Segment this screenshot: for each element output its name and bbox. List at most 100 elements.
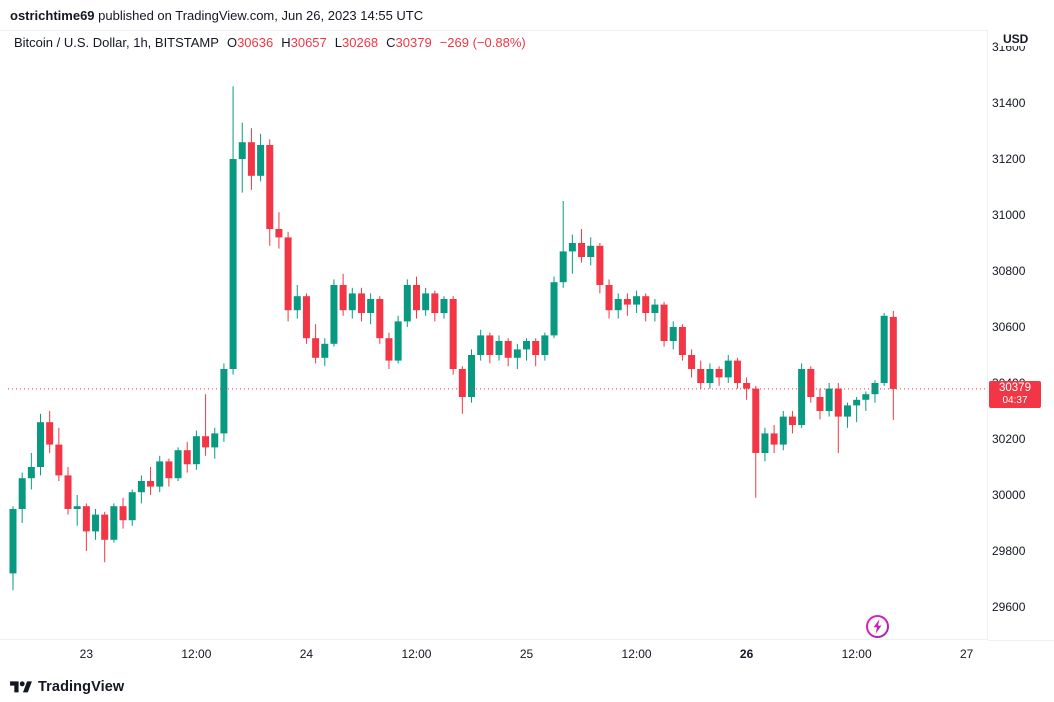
candle[interactable] [807,366,815,403]
candle[interactable] [651,299,659,322]
candle[interactable] [147,467,155,495]
candle[interactable] [633,290,641,313]
candle[interactable] [614,293,622,319]
candle[interactable] [247,128,255,190]
candle[interactable] [403,279,411,327]
candle[interactable] [64,467,72,515]
candle[interactable] [238,122,246,193]
price-axis[interactable]: USD 316003140031200310003080030600304003… [988,30,1054,640]
candle[interactable] [174,447,182,481]
candle[interactable] [330,279,338,347]
candle[interactable] [357,287,365,322]
candle[interactable] [46,411,54,453]
candle[interactable] [367,293,375,325]
candle[interactable] [523,338,531,361]
candle[interactable] [871,380,879,403]
candle[interactable] [37,413,45,476]
candle[interactable] [73,495,81,526]
candle[interactable] [431,290,439,322]
candle[interactable] [779,411,787,451]
candle[interactable] [101,511,109,563]
candle[interactable] [55,427,63,481]
candle[interactable] [678,324,686,361]
candle[interactable] [752,385,760,498]
candle[interactable] [192,430,200,470]
candle[interactable] [743,377,751,400]
candle[interactable] [302,293,310,344]
candle[interactable] [266,139,274,246]
candle[interactable] [110,503,118,543]
candle[interactable] [825,383,833,417]
candle[interactable] [119,497,127,529]
candle[interactable] [578,229,586,263]
time-axis[interactable]: 23 12:00 24 12:00 25 12:00 26 12:00 27 [0,640,988,672]
candle[interactable] [458,366,466,414]
candle[interactable] [486,332,494,364]
candle[interactable] [376,296,384,344]
candle[interactable] [495,335,503,361]
candle[interactable] [477,329,485,361]
candle[interactable] [862,391,870,411]
candle[interactable] [339,273,347,316]
candle[interactable] [449,296,457,375]
candle[interactable] [568,234,576,274]
candle[interactable] [92,509,100,540]
candle[interactable] [468,349,475,403]
candle[interactable] [532,338,540,367]
candle[interactable] [596,243,604,294]
candle[interactable] [257,133,265,182]
candle[interactable] [770,425,778,453]
candle[interactable] [605,279,613,319]
tradingview-brand[interactable]: TradingView [38,679,125,695]
candle[interactable] [733,357,741,389]
candle[interactable] [889,311,897,420]
candle[interactable] [348,287,356,319]
candle[interactable] [669,321,677,350]
candle[interactable] [293,285,301,319]
candle[interactable] [798,363,806,428]
candle[interactable] [642,293,650,322]
candle[interactable] [27,453,35,490]
tradingview-logo-icon[interactable] [10,679,32,696]
candle[interactable] [412,276,420,319]
candle[interactable] [834,383,842,453]
candle[interactable] [422,287,430,316]
candle[interactable] [284,231,292,322]
candle[interactable] [513,343,521,369]
candle[interactable] [385,332,393,369]
candle[interactable] [559,201,567,288]
candle[interactable] [165,458,173,487]
candle[interactable] [550,276,558,339]
candle[interactable] [137,475,145,504]
flash-icon[interactable] [864,613,891,640]
price-axis-unit[interactable]: USD [1000,32,1032,46]
candle[interactable] [504,338,512,367]
candle[interactable] [843,402,851,428]
candle[interactable] [697,360,705,389]
candle[interactable] [587,237,595,266]
candle[interactable] [623,293,631,316]
candle[interactable] [688,349,696,378]
candle[interactable] [541,332,549,361]
candle[interactable] [312,324,320,364]
candle[interactable] [761,427,769,462]
candle[interactable] [128,489,136,526]
candle[interactable] [660,301,668,347]
candle[interactable] [788,411,796,434]
candle[interactable] [394,315,402,364]
candle[interactable] [321,338,329,367]
candle[interactable] [440,296,448,319]
candle[interactable] [211,427,219,459]
candle[interactable] [156,455,164,493]
candle[interactable] [715,366,723,386]
candle[interactable] [275,212,283,249]
symbol-title[interactable]: Bitcoin / U.S. Dollar, 1h, BITSTAMP [14,35,219,50]
candle[interactable] [706,363,714,389]
candle[interactable] [816,388,824,420]
candle[interactable] [853,397,861,423]
candle[interactable] [82,503,90,551]
candle[interactable] [220,363,228,442]
candle[interactable] [724,355,732,383]
candle[interactable] [18,472,26,523]
